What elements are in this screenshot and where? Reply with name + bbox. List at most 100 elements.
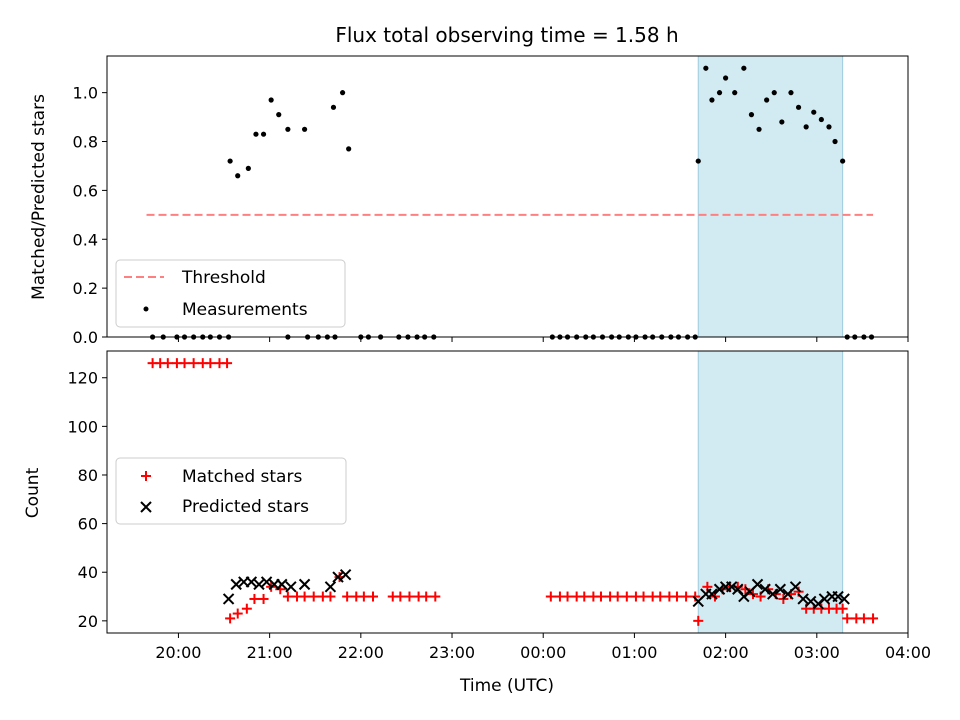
- x-tick-label: 01:00: [611, 643, 657, 662]
- matched-star-point: [179, 358, 190, 369]
- x-stroke-b: [767, 588, 779, 600]
- predicted-star-point: [253, 578, 265, 591]
- measurements-legend-label: Measurements: [182, 300, 308, 320]
- x-tick-label: 02:00: [703, 643, 749, 662]
- count-points: [147, 358, 879, 626]
- measurement-point: [346, 146, 352, 152]
- predicted-star-point: [789, 581, 802, 593]
- bottom-y-tick-label: 100: [67, 417, 98, 436]
- predicted-legend-label: Predicted stars: [182, 497, 309, 517]
- measurement-point: [818, 116, 824, 123]
- chart-title: Flux total observing time = 1.58 h: [335, 23, 678, 47]
- matched-legend-label: Matched stars: [182, 467, 302, 487]
- predicted-star-point: [298, 578, 311, 591]
- bottom-legend-box: [115, 457, 347, 525]
- measurement-point: [756, 126, 762, 132]
- x-tick-label: 21:00: [247, 643, 293, 662]
- matched-star-point: [342, 591, 353, 602]
- matched-star-point: [358, 591, 369, 602]
- top-y-axis-label: Matched/Predicted stars: [29, 94, 49, 300]
- matched-star-point: [188, 358, 199, 369]
- measurement-point: [748, 112, 755, 118]
- bottom-y-tick-label: 20: [78, 612, 98, 631]
- x-stroke-b: [324, 581, 337, 593]
- bottom-y-tick-label: 80: [78, 466, 98, 485]
- x-tick-label: 03:00: [794, 643, 840, 662]
- measurement-point: [779, 119, 785, 125]
- x-stroke-b: [725, 581, 738, 593]
- measurement-point: [235, 173, 241, 179]
- bottom-y-axis-label: Count: [23, 467, 43, 518]
- predicted-star-point: [706, 588, 718, 600]
- x-tick-label: 22:00: [338, 643, 384, 662]
- predicted-star-point: [713, 583, 726, 595]
- predicted-star-point: [260, 576, 273, 588]
- x-axis-label: Time (UTC): [459, 676, 554, 696]
- matched-star-point: [612, 591, 623, 602]
- x-stroke-b: [789, 581, 802, 593]
- measurement-point: [268, 97, 274, 103]
- measurement-point: [285, 126, 291, 132]
- predicted-star-point: [838, 593, 850, 605]
- matched-star-point: [430, 591, 441, 602]
- measurement-point: [741, 65, 747, 71]
- measurement-point: [245, 165, 251, 171]
- matched-star-point: [545, 591, 556, 602]
- measurement-point: [253, 131, 259, 137]
- measurement-point: [276, 112, 282, 118]
- top-y-tick-label: 1.0: [73, 84, 98, 103]
- bottom-y-tick-label: 60: [78, 515, 98, 534]
- top-y-tick-label: 0.4: [73, 230, 98, 249]
- measurement-point: [723, 75, 729, 81]
- measurement-point: [260, 131, 267, 137]
- matched-star-point: [225, 613, 236, 624]
- predicted-legend-swatch: [140, 501, 152, 513]
- top-observing-span: [697, 55, 844, 338]
- predicted-star-point: [805, 595, 817, 608]
- x-tick-label: 23:00: [429, 643, 475, 662]
- matched-star-point: [621, 591, 632, 602]
- predicted-star-point: [767, 588, 779, 600]
- predicted-star-point: [751, 578, 764, 591]
- predicted-star-point: [339, 568, 352, 581]
- x-stroke-b: [285, 581, 297, 593]
- top-y-axis-ticks: 0.0 0.2 0.4 0.6 0.8 1.0: [73, 84, 107, 347]
- predicted-star-point: [332, 571, 344, 583]
- predicted-star-point: [222, 593, 235, 605]
- matched-star-point: [579, 591, 590, 602]
- x-stroke-b: [759, 583, 771, 595]
- matched-star-point: [868, 613, 879, 624]
- top-panel: 0.0 0.2 0.4 0.6 0.8 1.0 Flux total observing …: [29, 23, 909, 347]
- bottom-y-tick-label: 40: [78, 563, 98, 582]
- matched-star-point: [655, 591, 666, 602]
- measurement-point: [788, 90, 794, 96]
- x-stroke-b: [298, 578, 311, 591]
- x-stroke-b: [222, 593, 235, 605]
- x-tick-label: 04:00: [885, 643, 931, 662]
- measurement-point: [339, 90, 346, 96]
- matched-legend-swatch: [141, 471, 151, 481]
- matched-star-point: [681, 591, 692, 602]
- matched-star-point: [595, 591, 606, 602]
- matched-star-point: [258, 593, 269, 604]
- bottom-y-axis-ticks: 20 40 60 80 100 120: [67, 369, 107, 631]
- bottom-x-axis-ticks: 20:00 21:00 22:00 23:00 00:00 01:00 02:00 03:00…: [155, 633, 931, 662]
- x-stroke-b: [706, 588, 718, 600]
- x-stroke-b: [245, 576, 258, 588]
- matched-star-point: [421, 591, 432, 602]
- matched-star-point: [222, 358, 233, 369]
- measurement-point: [227, 158, 233, 164]
- x-stroke-b: [805, 595, 817, 608]
- x-tick-label: 20:00: [155, 643, 201, 662]
- threshold-legend-label: Threshold: [181, 268, 266, 288]
- matched-star-point: [395, 591, 406, 602]
- matched-star-point: [308, 591, 319, 602]
- x-stroke-b: [260, 576, 273, 588]
- matched-star-point: [232, 608, 243, 619]
- measurement-point: [330, 104, 337, 110]
- top-legend-box: [115, 259, 346, 328]
- predicted-star-point: [276, 578, 288, 591]
- matched-star-point: [205, 358, 216, 369]
- measurement-point: [840, 158, 846, 164]
